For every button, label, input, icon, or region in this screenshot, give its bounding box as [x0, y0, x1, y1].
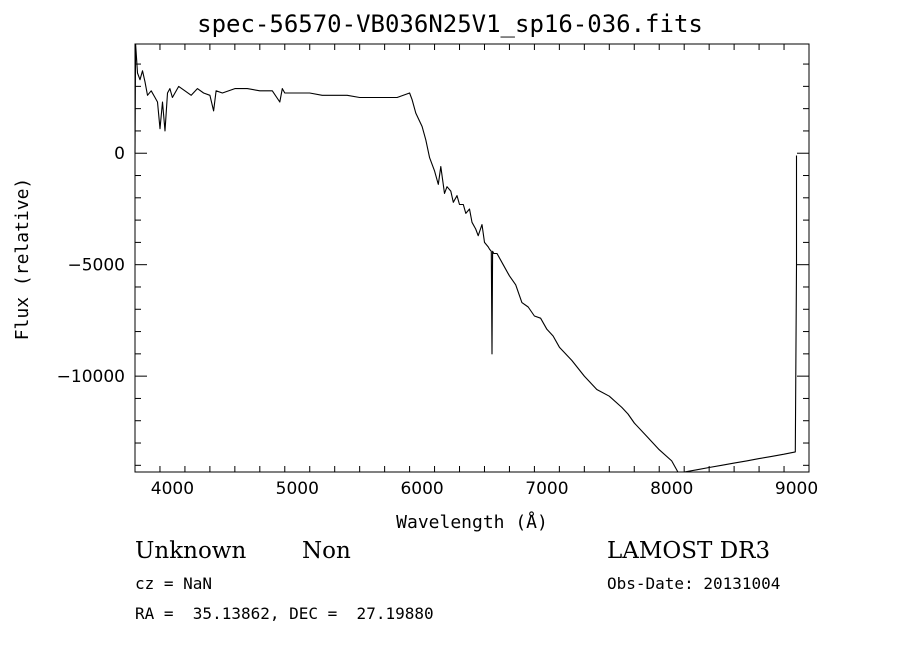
flux-series-line: [134, 43, 798, 473]
object-subclass: Non: [302, 538, 351, 564]
axis-tick-labels: 4000 5000 6000 7000 8000 9000 0 −5000 −10000: [57, 144, 818, 499]
x-axis-label: Wavelength (Å): [396, 511, 548, 533]
y-tick-label: −10000: [57, 367, 125, 387]
object-class: Unknown: [135, 538, 247, 564]
y-tick-label: 0: [114, 144, 125, 164]
x-tick-label: 7000: [525, 479, 568, 499]
x-tick-label: 8000: [650, 479, 693, 499]
y-axis-label: Flux (relative): [12, 178, 33, 341]
y-tick-label: −5000: [67, 256, 125, 276]
x-tick-label: 9000: [775, 479, 818, 499]
plot-frame: [134, 43, 810, 473]
redshift-value: cz = NaN: [135, 574, 213, 593]
coordinates: RA = 35.13862, DEC = 27.19880: [135, 604, 434, 623]
chart-title: spec-56570-VB036N25V1_sp16-036.fits: [197, 10, 703, 38]
x-tick-label: 6000: [400, 479, 443, 499]
x-tick-label: 4000: [151, 479, 194, 499]
observation-date: Obs-Date: 20131004: [607, 574, 781, 593]
axis-ticks: [134, 44, 810, 472]
x-tick-label: 5000: [276, 479, 319, 499]
survey-name: LAMOST DR3: [607, 538, 771, 564]
